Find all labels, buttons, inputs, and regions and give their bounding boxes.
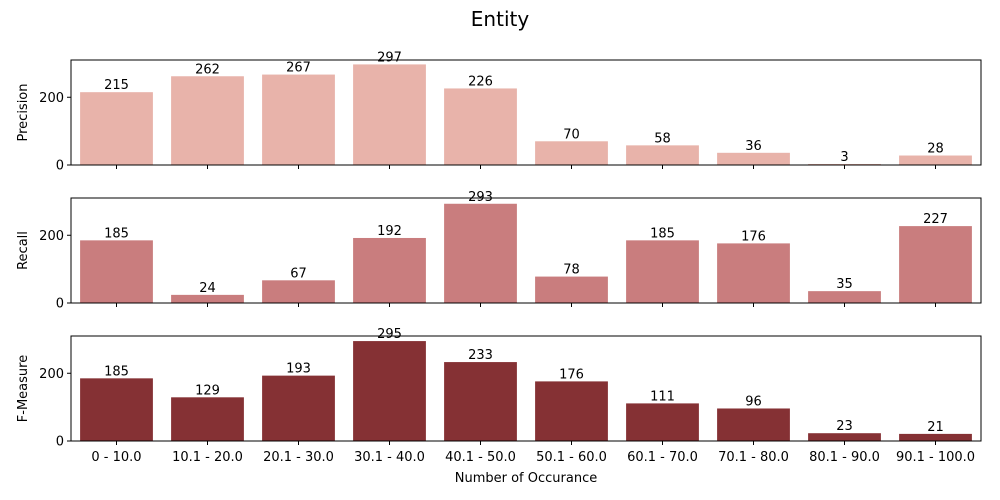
bar bbox=[626, 240, 699, 303]
bar-value-label: 70 bbox=[563, 127, 580, 142]
bar-value-label: 129 bbox=[195, 383, 220, 398]
bar-value-label: 96 bbox=[745, 394, 762, 409]
bar-value-label: 24 bbox=[199, 281, 216, 296]
x-tick-label: 50.1 - 60.0 bbox=[536, 450, 607, 465]
bar bbox=[899, 226, 972, 303]
bar-value-label: 233 bbox=[468, 348, 493, 363]
x-tick-label: 80.1 - 90.0 bbox=[809, 450, 880, 465]
panel-frame bbox=[70, 335, 982, 442]
bar bbox=[808, 433, 881, 441]
x-tick-label: 10.1 - 20.0 bbox=[172, 450, 243, 465]
bar-value-label: 295 bbox=[377, 327, 402, 342]
panel-precision: 215 262 267 297 226 70 58 36 3 28 0 200 Precision bbox=[16, 50, 982, 174]
bar bbox=[80, 240, 153, 303]
bar-value-label: 215 bbox=[104, 78, 129, 93]
x-tick-label: 30.1 - 40.0 bbox=[354, 450, 425, 465]
bar bbox=[353, 237, 426, 303]
bar-value-label: 267 bbox=[286, 61, 311, 76]
y-axis-label: Precision bbox=[16, 83, 31, 141]
x-tick-label: 60.1 - 70.0 bbox=[627, 450, 698, 465]
bar-value-label: 67 bbox=[290, 266, 307, 281]
y-axis-label: Recall bbox=[16, 231, 31, 270]
y-axis-label: F-Measure bbox=[16, 355, 31, 422]
bar bbox=[171, 76, 244, 165]
bar bbox=[899, 433, 972, 441]
bar-value-label: 78 bbox=[563, 263, 580, 278]
bar-value-label: 192 bbox=[377, 224, 402, 239]
bar bbox=[80, 92, 153, 165]
bar-value-label: 111 bbox=[650, 389, 675, 404]
bar bbox=[171, 397, 244, 441]
y-tick-label: 0 bbox=[56, 159, 64, 174]
bar-value-label: 185 bbox=[650, 226, 675, 241]
bar-value-label: 28 bbox=[927, 142, 944, 157]
bar-value-label: 21 bbox=[927, 420, 944, 435]
bar bbox=[262, 280, 335, 303]
bar-value-label: 262 bbox=[195, 62, 220, 77]
chart-panels: 215 262 267 297 226 70 58 36 3 28 0 200 Precision 185… bbox=[16, 50, 982, 465]
y-tick-label: 0 bbox=[56, 297, 64, 312]
bar bbox=[717, 152, 790, 165]
x-tick-label: 0 - 10.0 bbox=[91, 450, 141, 465]
bar-value-label: 193 bbox=[286, 362, 311, 377]
bar bbox=[717, 408, 790, 441]
y-tick-label: 200 bbox=[39, 229, 64, 244]
y-tick-label: 200 bbox=[39, 91, 64, 106]
bar bbox=[262, 375, 335, 441]
bar bbox=[535, 381, 608, 441]
y-tick-label: 0 bbox=[56, 435, 64, 450]
bar bbox=[353, 341, 426, 441]
y-tick-label: 200 bbox=[39, 367, 64, 382]
x-tick-label: 40.1 - 50.0 bbox=[445, 450, 516, 465]
bar-value-label: 36 bbox=[745, 139, 762, 154]
x-tick-label: 20.1 - 30.0 bbox=[263, 450, 334, 465]
bar bbox=[626, 145, 699, 165]
bar bbox=[808, 163, 881, 165]
x-axis-label: Number of Occurance bbox=[455, 471, 597, 486]
bar-value-label: 176 bbox=[559, 367, 584, 382]
bar-value-label: 35 bbox=[836, 277, 853, 292]
bar bbox=[444, 362, 517, 441]
bar-value-label: 23 bbox=[836, 419, 853, 434]
panel-recall: 185 24 67 192 293 78 185 176 35 227 0 200 Recall bbox=[16, 190, 982, 312]
bar-value-label: 297 bbox=[377, 50, 402, 65]
bar bbox=[262, 74, 335, 165]
bar bbox=[808, 291, 881, 303]
bar bbox=[626, 403, 699, 441]
bar-value-label: 3 bbox=[840, 150, 848, 165]
bar bbox=[535, 141, 608, 165]
x-tick-label: 90.1 - 100.0 bbox=[896, 450, 975, 465]
bar-value-label: 58 bbox=[654, 131, 671, 146]
bar-value-label: 176 bbox=[741, 229, 766, 244]
chart-title: Entity bbox=[471, 7, 530, 31]
bar bbox=[171, 294, 244, 303]
panel-f-measure: 185 129 193 295 233 176 111 96 23 21 0 200 0 - 10.0 1… bbox=[16, 327, 982, 465]
bar bbox=[535, 276, 608, 303]
bar bbox=[444, 203, 517, 303]
x-tick-label: 70.1 - 80.0 bbox=[718, 450, 789, 465]
bar bbox=[444, 88, 517, 165]
bar-value-label: 185 bbox=[104, 226, 129, 241]
panel-frame bbox=[70, 197, 982, 304]
panel-frame bbox=[70, 59, 982, 166]
bar bbox=[80, 378, 153, 441]
bar bbox=[899, 155, 972, 165]
bar-value-label: 185 bbox=[104, 364, 129, 379]
bar-value-label: 226 bbox=[468, 74, 493, 89]
bar bbox=[353, 64, 426, 165]
bar-value-label: 293 bbox=[468, 190, 493, 205]
bar-value-label: 227 bbox=[923, 212, 948, 227]
bar bbox=[717, 243, 790, 303]
